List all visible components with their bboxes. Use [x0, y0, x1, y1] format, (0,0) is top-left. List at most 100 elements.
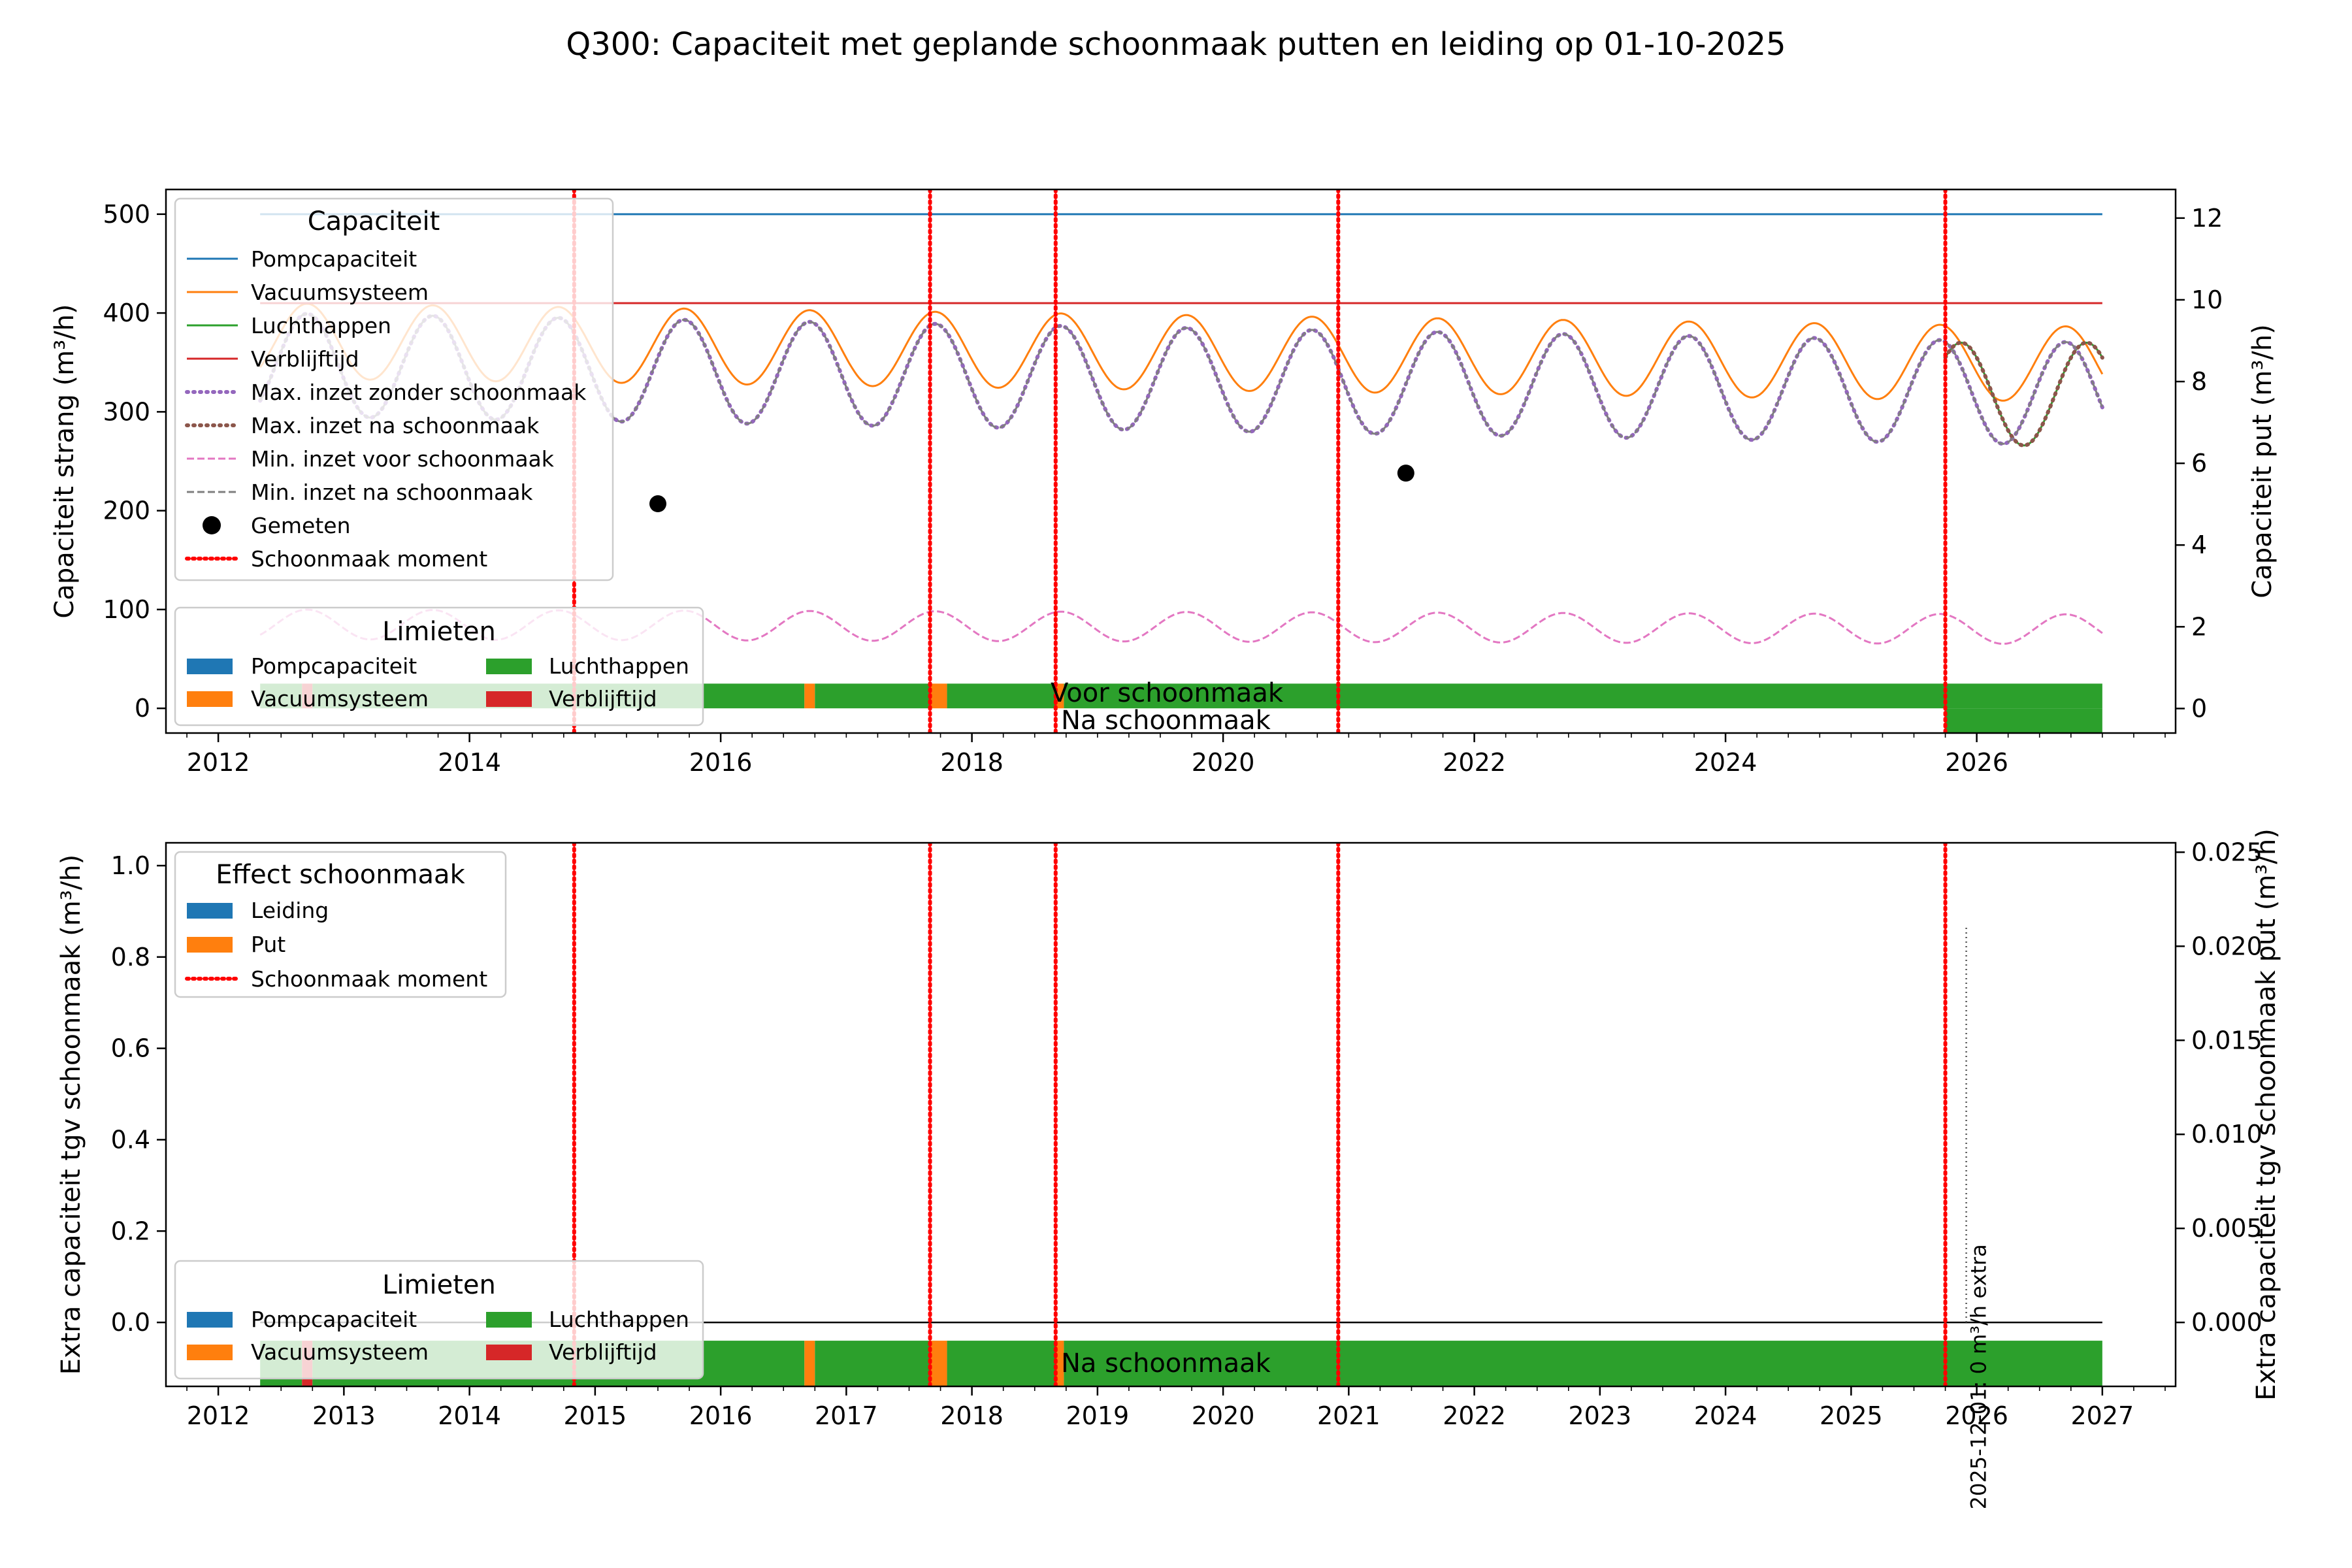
legend-effect-label-put: Put [251, 932, 286, 957]
legend-effect-label-schoonmaak: Schoonmaak moment [251, 966, 487, 992]
legend-limieten-top: Limieten Pompcapaciteit Vacuumsysteem Lu… [174, 606, 704, 727]
x-tick-label: 2024 [1694, 1401, 1757, 1430]
bottom-y-axis-label: Extra capaciteit tgv schoonmaak (m³/h) [56, 855, 86, 1375]
legend-top-swatch-verblijf [486, 691, 532, 707]
legend-label-min-na: Min. inzet na schoonmaak [251, 480, 533, 505]
band-0-segment-7-vacuumsysteem [1055, 1341, 1064, 1386]
y-tick-label: 500 [103, 200, 150, 229]
x-tick-label: 2027 [2070, 1401, 2134, 1430]
band-0-segment-8-luchthappen [1064, 1341, 2102, 1386]
x-tick-label: 2022 [1443, 1401, 1506, 1430]
bottom-x-axis: 2012 2013 2014 2015 2016 2017 2018 2019 2020 2021… [186, 1386, 2166, 1430]
y-tick-label: 0.4 [111, 1125, 150, 1154]
legend-label-max-na: Max. inzet na schoonmaak [251, 413, 540, 438]
legend-effect-label-leiding: Leiding [251, 898, 329, 923]
top-limit-bands [260, 683, 2102, 733]
legend-label-vacuum: Vacuumsysteem [251, 280, 429, 305]
legend-effect: Effect schoonmaak Leiding Put Schoonmaak… [174, 851, 507, 998]
x-tick-label: 2025 [1820, 1401, 1883, 1430]
legend-capaciteit: Capaciteit Pompcapaciteit Vacuumsysteem … [174, 197, 614, 581]
top-measured-points [649, 465, 1414, 513]
measured-point-0 [649, 495, 666, 513]
legend-bottom-label-lucht: Luchthappen [549, 1307, 689, 1332]
y-right-tick-label: 0 [2191, 694, 2207, 723]
legend-effect-swatch-leiding [187, 903, 233, 919]
legend-top-swatch-lucht [486, 659, 532, 674]
y-right-tick-label: 12 [2191, 204, 2223, 233]
y-right-tick-label: 0.025 [2191, 838, 2262, 866]
band-0-segment-4-luchthappen [815, 683, 930, 709]
legend-top-label-vacuum: Vacuumsysteem [251, 686, 429, 711]
legend-bottom-label-pomp: Pompcapaciteit [251, 1307, 417, 1332]
bottom-chart: 2012 2013 2014 2015 2016 2017 2018 2019 2020 2021… [56, 828, 2281, 1509]
y-tick-label: 200 [103, 497, 150, 525]
x-tick-label: 2022 [1443, 748, 1506, 777]
legend-bottom-swatch-pomp [187, 1312, 233, 1328]
legend-label-max-zonder: Max. inzet zonder schoonmaak [251, 380, 587, 405]
legend-bottom-label-verblijf: Verblijftijd [549, 1339, 657, 1365]
y-right-tick-label: 0.010 [2191, 1120, 2262, 1149]
y-tick-label: 0 [135, 694, 150, 723]
band-0-segment-3-vacuumsysteem [804, 1341, 815, 1386]
band-label-voor: Voor schoonmaak [1051, 678, 1284, 708]
legend-limieten-top-title: Limieten [382, 617, 496, 647]
legend-capaciteit-title: Capaciteit [308, 206, 440, 237]
y-right-tick-label: 2 [2191, 612, 2207, 641]
y-tick-label: 0.6 [111, 1034, 150, 1063]
bottom-plot-frame [165, 841, 2177, 1388]
legend-bottom-swatch-vacuum [187, 1345, 233, 1360]
x-tick-label: 2026 [1945, 1401, 2008, 1430]
band-0-segment-6-luchthappen [947, 683, 1056, 709]
y-right-tick-label: 8 [2191, 367, 2207, 396]
legend-top-swatch-pomp [187, 659, 233, 674]
legend-swatch-gemeten [203, 516, 221, 534]
legend-bottom-swatch-lucht [486, 1312, 532, 1328]
x-tick-label: 2013 [312, 1401, 376, 1430]
y-tick-label: 0.0 [111, 1308, 150, 1337]
y-right-tick-label: 0.015 [2191, 1026, 2262, 1054]
x-tick-label: 2016 [689, 1401, 753, 1430]
bottom-y-axis-right: 0.000 0.005 0.010 0.015 0.020 0.025 [2176, 838, 2262, 1337]
bottom-y-axis: 0.0 0.2 0.4 0.6 0.8 1.0 [111, 851, 166, 1337]
x-tick-label: 2017 [815, 1401, 878, 1430]
legend-top-label-pomp: Pompcapaciteit [251, 653, 417, 679]
y-right-tick-label: 0.000 [2191, 1308, 2262, 1337]
y-tick-label: 400 [103, 299, 150, 327]
band-1-segment-0-luchthappen [1945, 708, 2102, 733]
legend-label-pomp: Pompcapaciteit [251, 246, 417, 272]
x-tick-label: 2016 [689, 748, 753, 777]
legend-top-label-lucht: Luchthappen [549, 653, 689, 679]
top-y-axis-label: Capaciteit strang (m³/h) [50, 304, 80, 618]
band-0-segment-4-luchthappen [815, 1341, 930, 1386]
y-right-tick-label: 6 [2191, 449, 2207, 478]
top-y-axis: 0 100 200 300 400 500 [103, 200, 166, 723]
top-y-axis-right: 0 2 4 6 8 10 12 [2176, 204, 2223, 723]
y-right-tick-label: 4 [2191, 531, 2207, 559]
y-tick-label: 100 [103, 595, 150, 624]
x-tick-label: 2012 [187, 1401, 250, 1430]
legend-limieten-bottom: Limieten Pompcapaciteit Vacuumsysteem Lu… [174, 1260, 704, 1380]
top-chart: 2012 2014 2016 2018 2020 2022 2024 2026 0100200… [50, 188, 2278, 777]
band-label-na: Na schoonmaak [1061, 706, 1271, 736]
legend-label-min-voor: Min. inzet voor schoonmaak [251, 446, 555, 472]
legend-label-verblijf: Verblijftijd [251, 346, 359, 372]
x-tick-label: 2024 [1694, 748, 1757, 777]
bottom-cleaning-lines [572, 843, 1948, 1386]
marker-line-label: 2025-12-01: 0 m³/h extra [1967, 1244, 1991, 1509]
x-tick-label: 2020 [1192, 748, 1255, 777]
band-0-segment-5-vacuumsysteem [930, 683, 947, 709]
bottom-y-axis-label-right: Extra capaciteit tgv schoonmaak put (m³/… [2251, 828, 2281, 1401]
legend-bottom-swatch-verblijf [486, 1345, 532, 1360]
band-0-segment-8-luchthappen [1064, 683, 2102, 709]
x-tick-label: 2026 [1945, 748, 2008, 777]
band-0-segment-7-vacuumsysteem [1055, 683, 1064, 709]
top-cleaning-lines [572, 189, 1948, 733]
x-tick-label: 2015 [563, 1401, 627, 1430]
top-plot-frame [165, 188, 2177, 734]
x-tick-label: 2014 [438, 748, 501, 777]
measured-point-1 [1397, 465, 1414, 482]
y-tick-label: 300 [103, 397, 150, 426]
series-max-inzet-na-schoonmaak [1943, 340, 2104, 448]
top-x-axis: 2012 2014 2016 2018 2020 2022 2024 2026 [186, 733, 2166, 777]
legend-top-label-verblijf: Verblijftijd [549, 686, 657, 711]
